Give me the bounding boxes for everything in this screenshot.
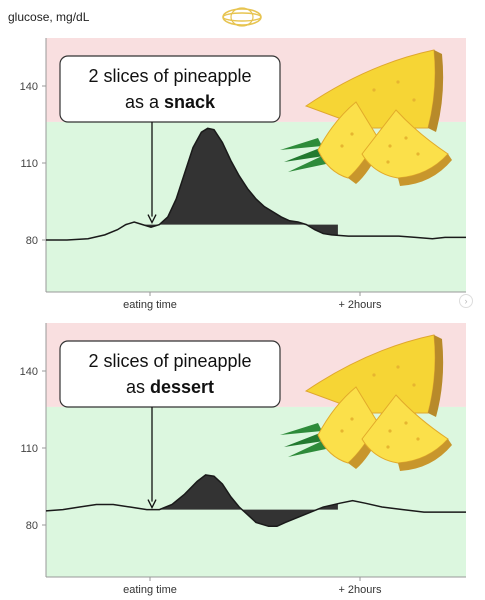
- y-tick-label: 140: [20, 81, 38, 93]
- pineapple-texture-dot: [386, 445, 390, 449]
- pineapple-slices-image: [280, 49, 452, 186]
- y-axis-title: glucose, mg/dL: [8, 10, 90, 24]
- chart-panel-dessert: 80 110 140 eating time + 2hours 2 slices of p…: [20, 323, 466, 596]
- glucose-curve-line: [46, 127, 466, 241]
- chevron-right-icon[interactable]: ›: [459, 294, 473, 308]
- pineapple-texture-dot: [388, 144, 392, 148]
- pineapple-texture-dot: [396, 80, 400, 84]
- glucose-response-area: [159, 474, 338, 527]
- pineapple-rind: [428, 335, 444, 417]
- pineapple-texture-dot: [372, 88, 376, 92]
- callout-line-1: 2 slices of pineapple: [88, 66, 251, 86]
- y-tick-label: 80: [26, 520, 38, 532]
- pineapple-wedge-right: [361, 109, 449, 179]
- callout-box: [59, 340, 281, 408]
- glucose-curve-line: [45, 474, 466, 528]
- leaf: [284, 433, 324, 447]
- callout-line-2: as dessert: [126, 377, 214, 397]
- pineapple-texture-dot: [340, 429, 344, 433]
- pineapple-wedge-left: [317, 386, 379, 464]
- pineapple-texture-dot: [350, 417, 354, 421]
- pineapple-texture-dot: [412, 383, 416, 387]
- x-tick-label: eating time: [123, 299, 177, 311]
- pineapple-wedge-left: [317, 101, 379, 179]
- pineapple-texture-dot: [416, 437, 420, 441]
- leaf: [288, 441, 326, 457]
- x-tick-label: + 2hours: [338, 299, 382, 311]
- callout-box: [59, 55, 281, 123]
- pineapple-rind: [428, 50, 444, 132]
- y-tick-label: 80: [26, 235, 38, 247]
- callout-emphasis: dessert: [150, 377, 214, 397]
- pineapple-texture-dot: [388, 429, 392, 433]
- callout-line-1: 2 slices of pineapple: [88, 351, 251, 371]
- pineapple-texture-dot: [404, 421, 408, 425]
- callout-line-2: as a snack: [125, 92, 216, 112]
- leaf: [284, 148, 324, 162]
- arrow-head: [147, 214, 157, 225]
- leaf: [288, 156, 326, 172]
- pineapple-texture-dot: [396, 365, 400, 369]
- leaf: [280, 138, 322, 150]
- pineapple-rind: [398, 154, 452, 186]
- pineapple-texture-dot: [412, 98, 416, 102]
- leaf: [280, 423, 322, 435]
- pineapple-texture-dot: [350, 132, 354, 136]
- y-tick-label: 110: [20, 443, 38, 455]
- pineapple-texture-dot: [416, 152, 420, 156]
- pineapple-wedge-back: [304, 49, 436, 129]
- orbit-logo-icon: [222, 7, 262, 27]
- callout-emphasis: snack: [164, 92, 216, 112]
- pineapple-wedge-right: [361, 394, 449, 464]
- pineapple-texture-dot: [372, 373, 376, 377]
- pineapple-texture-dot: [404, 136, 408, 140]
- arrow-head: [147, 499, 157, 510]
- chart-panel-snack: 80 110 140 eating time + 2hours 2 slices of p…: [20, 38, 466, 311]
- x-tick-label: eating time: [123, 584, 177, 596]
- pineapple-rind: [398, 439, 452, 471]
- y-tick-label: 110: [20, 158, 38, 170]
- callout-prefix: as a: [125, 92, 164, 112]
- pineapple-wedge-back: [304, 334, 436, 414]
- callout-prefix: as: [126, 377, 150, 397]
- pineapple-texture-dot: [340, 144, 344, 148]
- pineapple-slices-image: [280, 334, 452, 471]
- pineapple-texture-dot: [386, 160, 390, 164]
- glucose-response-area: [144, 128, 338, 236]
- x-tick-label: + 2hours: [338, 584, 382, 596]
- y-tick-label: 140: [20, 366, 38, 378]
